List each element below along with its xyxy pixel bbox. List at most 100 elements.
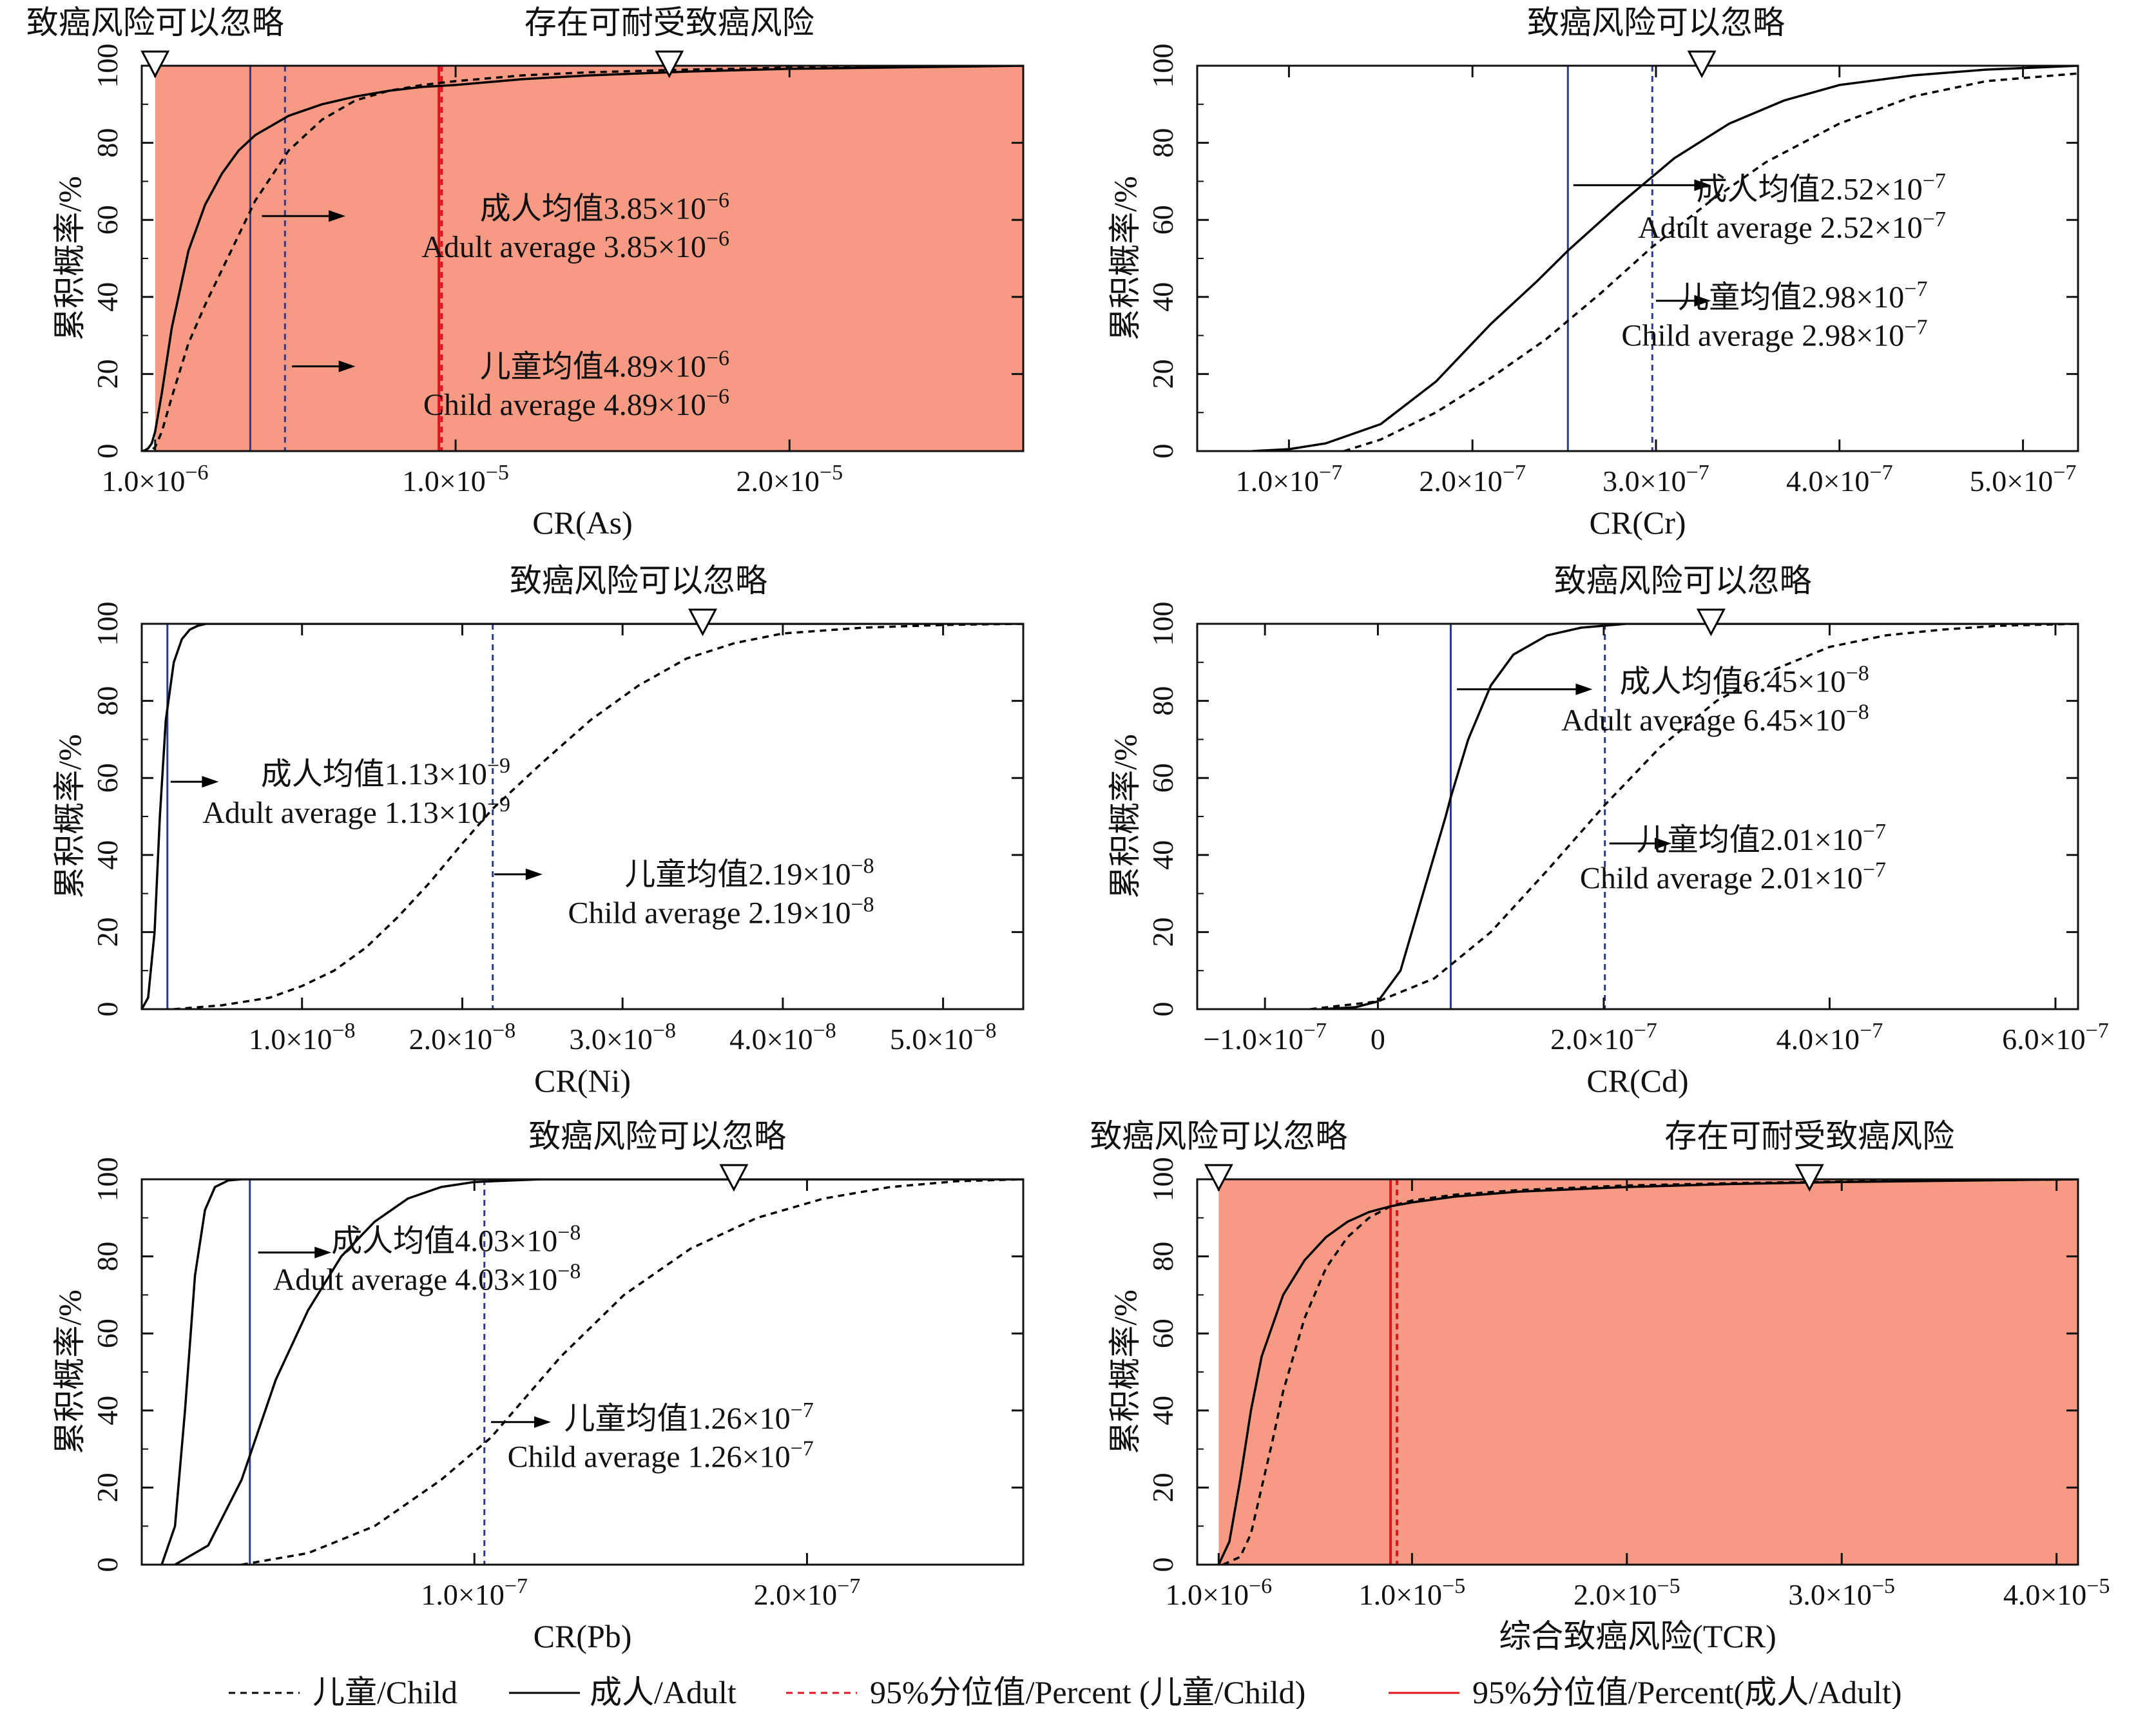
x-tick-label: 1.0×10−6 — [102, 461, 209, 497]
x-tick-label: 3.0×10−5 — [1788, 1574, 1895, 1611]
adult-cdf-curve — [160, 1179, 1023, 1565]
x-tick-label: 1.0×10−5 — [402, 461, 509, 497]
legend-adult-label: 成人/Adult — [590, 1674, 736, 1709]
annotation-arrowhead — [534, 1416, 551, 1428]
x-tick-label: 4.0×10−8 — [729, 1019, 836, 1056]
child-cdf-curve — [142, 66, 1023, 451]
risk-threshold-marker — [1696, 608, 1726, 637]
risk-threshold-label: 致癌风险可以忽略 — [528, 1118, 786, 1154]
y-tick-label: 100 — [1146, 602, 1179, 646]
x-tick-label: 1.0×10−8 — [249, 1019, 356, 1056]
x-tick-label: 5.0×10−8 — [890, 1019, 997, 1056]
x-axis-title: CR(Cd) — [1586, 1063, 1688, 1099]
annotation-zh: 儿童均值2.19×10−8 — [624, 854, 874, 892]
x-axis-title: CR(Cr) — [1590, 505, 1686, 541]
y-tick-label: 0 — [1146, 1002, 1179, 1017]
plot-area — [160, 1179, 1023, 1565]
plot-area — [142, 624, 1023, 1009]
x-tick-label: 2.0×10−7 — [1550, 1019, 1657, 1056]
x-axis-title: CR(As) — [532, 505, 633, 541]
annotation-en: Adult average 2.52×10−7 — [1638, 208, 1946, 245]
x-tick-label: 1.0×10−5 — [1359, 1574, 1466, 1611]
x-tick-label: 2.0×10−7 — [1419, 461, 1526, 497]
tolerable-risk-region — [155, 66, 1023, 451]
y-tick-label: 80 — [1146, 1242, 1179, 1271]
y-tick-label: 40 — [91, 282, 124, 312]
risk-threshold-label: 致癌风险可以忽略 — [1090, 1118, 1347, 1154]
risk-threshold-label: 存在可耐受致癌风险 — [1664, 1118, 1954, 1154]
annotation-en: Child average 2.01×10−7 — [1580, 858, 1886, 896]
y-tick-label: 0 — [1146, 444, 1179, 459]
annotation-zh: 成人均值1.13×10−9 — [261, 754, 510, 791]
risk-threshold-label: 存在可耐受致癌风险 — [525, 5, 814, 41]
y-axis-title: 累积概率/% — [52, 734, 88, 899]
annotation-en: Child average 4.89×10−6 — [423, 385, 729, 422]
x-tick-label: −1.0×10−7 — [1203, 1019, 1327, 1056]
annotation-zh: 成人均值3.85×10−6 — [480, 188, 729, 226]
annotation-arrowhead — [1694, 294, 1711, 307]
y-axis-title: 累积概率/% — [52, 176, 88, 341]
y-tick-label: 0 — [91, 1002, 124, 1017]
y-tick-label: 20 — [1146, 1472, 1179, 1502]
risk-threshold-marker — [688, 608, 718, 637]
x-tick-label: 2.0×10−7 — [754, 1574, 861, 1611]
risk-threshold-label: 致癌风险可以忽略 — [1527, 5, 1785, 41]
y-tick-label: 40 — [1146, 282, 1179, 312]
y-tick-label: 40 — [91, 840, 124, 870]
annotation-arrowhead — [525, 868, 543, 880]
y-tick-label: 100 — [91, 44, 124, 88]
y-axis-title: 累积概率/% — [1107, 176, 1143, 341]
annotation-zh: 成人均值4.03×10−8 — [331, 1221, 581, 1259]
x-tick-label: 4.0×10−7 — [1776, 1019, 1883, 1056]
risk-threshold-label: 致癌风险可以忽略 — [26, 5, 284, 41]
annotation-zh: 儿童均值2.98×10−7 — [1678, 277, 1927, 314]
x-axis-title: 综合致癌风险(TCR) — [1499, 1618, 1776, 1654]
annotation-zh: 儿童均值4.89×10−6 — [480, 346, 729, 383]
annotation-arrowhead — [338, 360, 356, 372]
risk-threshold-marker — [1204, 1164, 1233, 1192]
annotation-en: Adult average 1.13×10−9 — [202, 793, 510, 830]
y-axis-title: 累积概率/% — [1107, 1289, 1143, 1454]
y-tick-label: 60 — [1146, 205, 1179, 235]
y-tick-label: 0 — [91, 444, 124, 459]
plot-area — [142, 66, 1023, 451]
annotation-zh: 儿童均值1.26×10−7 — [564, 1398, 814, 1436]
annotation-en: Child average 1.26×10−7 — [508, 1437, 814, 1474]
x-tick-label: 3.0×10−7 — [1603, 461, 1709, 497]
risk-threshold-marker — [1687, 50, 1717, 79]
plot-area — [1252, 66, 2078, 451]
legend: 儿童/Child 成人/Adult 95%分位值/Percent (儿童/Chi… — [229, 1674, 1902, 1709]
adult-cdf-curve — [1321, 624, 2078, 1009]
tolerable-risk-region — [1218, 1179, 2078, 1565]
y-tick-label: 0 — [1146, 1558, 1179, 1572]
x-tick-label: 2.0×10−5 — [1574, 1574, 1680, 1611]
y-tick-label: 80 — [1146, 128, 1179, 158]
legend-p95-child-label: 95%分位值/Percent (儿童/Child) — [870, 1674, 1305, 1709]
annotation-zh: 儿童均值2.01×10−7 — [1637, 820, 1886, 857]
child-cdf-curve — [241, 1179, 1023, 1565]
annotation-arrowhead — [1655, 837, 1672, 849]
y-tick-label: 60 — [91, 1318, 124, 1348]
x-tick-label: 2.0×10−5 — [736, 461, 843, 497]
plot-area — [1217, 1179, 2078, 1565]
annotation-en: Adult average 3.85×10−6 — [421, 227, 729, 264]
y-tick-label: 100 — [1146, 44, 1179, 88]
child-cdf-curve — [1310, 624, 2078, 1009]
x-axis-title: CR(Ni) — [534, 1063, 631, 1099]
x-tick-label: 4.0×10−7 — [1786, 461, 1893, 497]
x-tick-label: 1.0×10−7 — [421, 1574, 528, 1611]
x-tick-label: 1.0×10−7 — [1236, 461, 1343, 497]
y-tick-label: 60 — [91, 763, 124, 793]
risk-threshold-marker — [655, 50, 684, 79]
annotation-en: Child average 2.98×10−7 — [1621, 316, 1927, 353]
adult-cdf-curve — [1217, 1179, 2078, 1565]
annotation-arrowhead — [314, 1246, 332, 1259]
annotation-arrowhead — [329, 210, 346, 222]
adult-cdf-curve — [142, 624, 1023, 1009]
annotation-arrowhead — [1575, 683, 1593, 695]
risk-threshold-label: 致癌风险可以忽略 — [1554, 563, 1812, 599]
